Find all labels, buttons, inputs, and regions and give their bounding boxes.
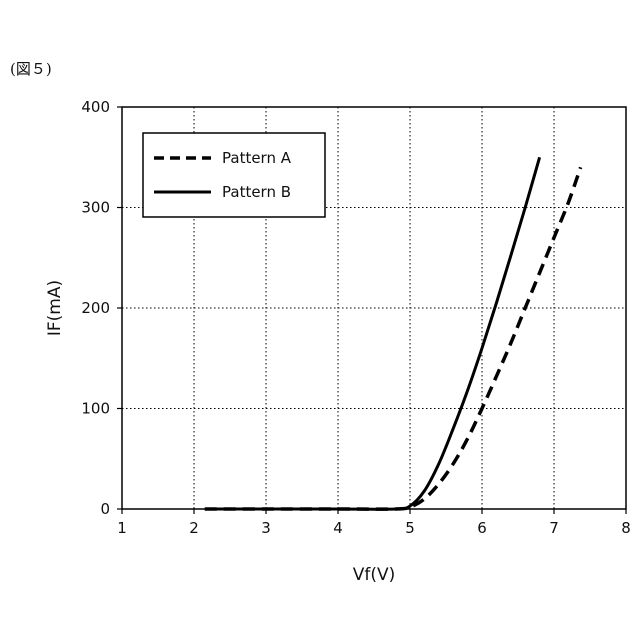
legend-label-pattern-a: Pattern A [222, 149, 292, 167]
legend-box [143, 133, 325, 217]
x-tick-label: 5 [405, 519, 415, 537]
series-line-pattern-a [205, 167, 581, 509]
y-tick-label: 0 [100, 500, 110, 518]
y-tick-label: 100 [81, 400, 110, 418]
x-tick-label: 6 [477, 519, 487, 537]
x-tick-label: 2 [189, 519, 199, 537]
x-tick-label: 4 [333, 519, 343, 537]
y-tick-label: 200 [81, 299, 110, 317]
x-tick-label: 1 [117, 519, 127, 537]
x-tick-label: 3 [261, 519, 271, 537]
legend-label-pattern-b: Pattern B [222, 183, 291, 201]
y-axis-title: IF(mA) [45, 280, 65, 336]
x-axis-title: Vf(V) [353, 565, 396, 585]
x-tick-label: 8 [621, 519, 631, 537]
legend: Pattern A Pattern B [143, 133, 325, 217]
y-tick-label: 400 [81, 98, 110, 116]
x-tick-label: 7 [549, 519, 559, 537]
y-tick-label: 300 [81, 199, 110, 217]
